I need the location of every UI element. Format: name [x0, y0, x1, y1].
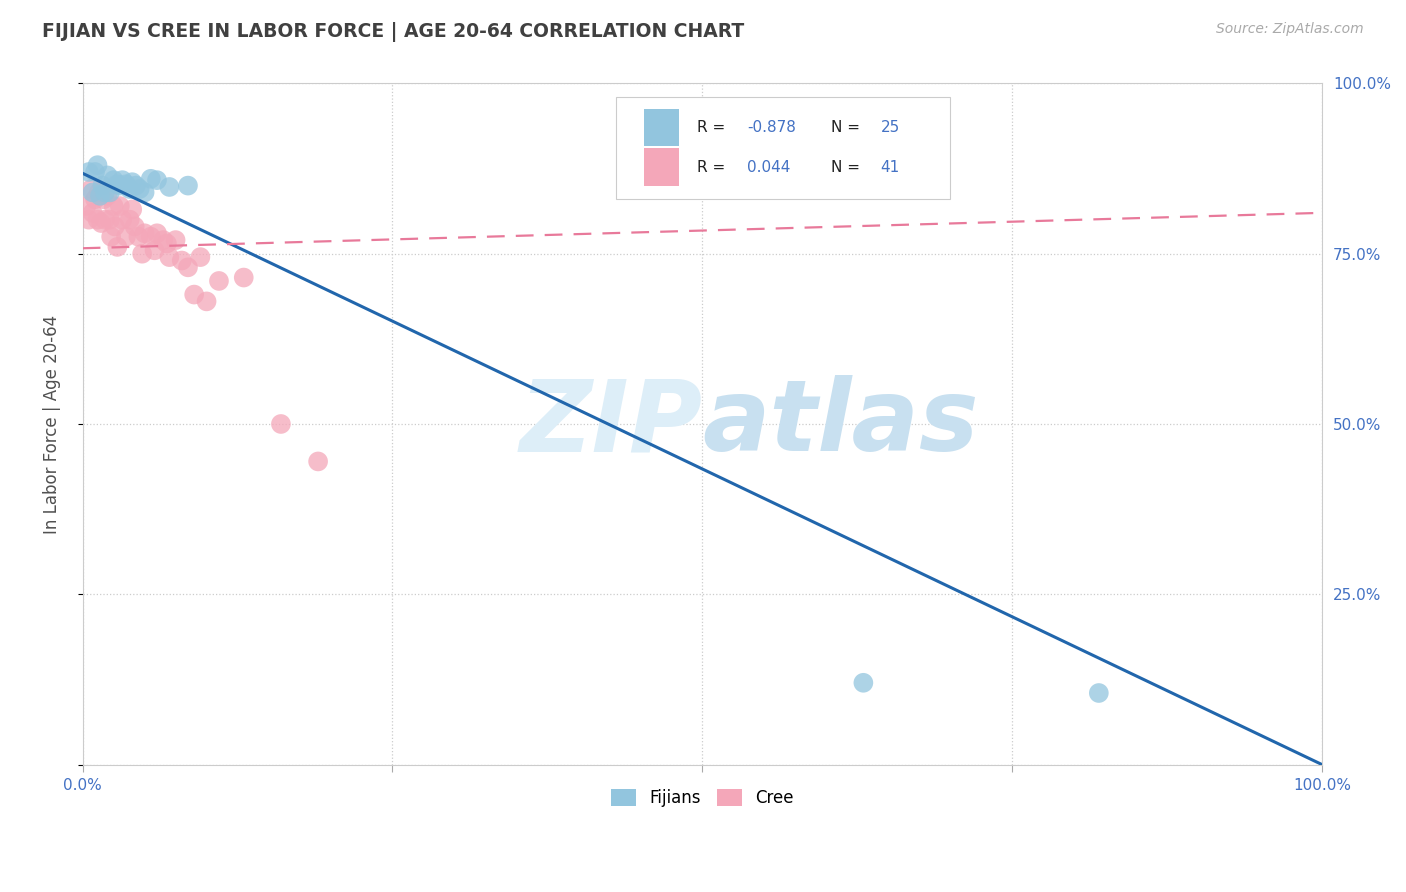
Bar — [644, 109, 679, 146]
Point — [105, 178, 128, 192]
Point — [111, 212, 134, 227]
Point — [195, 294, 218, 309]
Text: N =: N = — [831, 160, 865, 175]
Point — [170, 253, 193, 268]
Point — [98, 212, 121, 227]
Point — [134, 186, 156, 200]
Point — [143, 244, 166, 258]
Text: 41: 41 — [880, 160, 900, 175]
FancyBboxPatch shape — [616, 97, 950, 199]
Text: FIJIAN VS CREE IN LABOR FORCE | AGE 20-64 CORRELATION CHART: FIJIAN VS CREE IN LABOR FORCE | AGE 20-6… — [42, 22, 744, 42]
Point — [121, 175, 143, 189]
Point — [111, 173, 134, 187]
Point — [100, 229, 122, 244]
Point — [115, 178, 138, 192]
Point — [152, 233, 174, 247]
Point — [157, 180, 180, 194]
Point — [103, 199, 125, 213]
Point — [80, 182, 103, 196]
Point — [190, 250, 212, 264]
Point — [77, 212, 100, 227]
Point — [146, 227, 169, 241]
Text: R =: R = — [697, 160, 731, 175]
Point — [165, 233, 187, 247]
Point — [208, 274, 231, 288]
Point — [104, 219, 127, 234]
Point — [127, 229, 149, 244]
Point — [87, 186, 110, 200]
Point — [84, 165, 107, 179]
Point — [146, 173, 169, 187]
Point — [156, 236, 179, 251]
Point — [94, 212, 117, 227]
Point — [108, 178, 131, 193]
Point — [232, 270, 254, 285]
Text: 0.044: 0.044 — [747, 160, 790, 175]
Point — [139, 171, 162, 186]
Text: -0.878: -0.878 — [747, 120, 796, 136]
Point — [105, 240, 128, 254]
Point — [96, 189, 118, 203]
Text: 25: 25 — [880, 120, 900, 136]
Point — [128, 182, 150, 196]
Point — [134, 227, 156, 241]
Point — [82, 206, 104, 220]
Legend: Fijians, Cree: Fijians, Cree — [605, 782, 800, 814]
Point — [118, 212, 141, 227]
Text: atlas: atlas — [702, 376, 979, 473]
Point — [96, 169, 118, 183]
Point — [77, 165, 100, 179]
Point — [131, 246, 153, 260]
Point — [124, 219, 146, 234]
Text: R =: R = — [697, 120, 731, 136]
Point — [183, 287, 205, 301]
Point — [121, 202, 143, 217]
Point — [270, 417, 292, 431]
Text: N =: N = — [831, 120, 865, 136]
Bar — [644, 148, 679, 186]
Point — [91, 178, 114, 193]
Point — [125, 178, 148, 193]
Point — [93, 192, 115, 206]
Point — [84, 192, 107, 206]
Point — [86, 158, 108, 172]
Text: Source: ZipAtlas.com: Source: ZipAtlas.com — [1216, 22, 1364, 37]
Point — [108, 199, 131, 213]
Point — [157, 250, 180, 264]
Text: ZIP: ZIP — [519, 376, 702, 473]
Point — [90, 216, 112, 230]
Point — [103, 173, 125, 187]
Point — [94, 186, 117, 200]
Point — [98, 186, 121, 200]
Point — [118, 182, 141, 196]
Point — [852, 675, 875, 690]
Point — [82, 186, 104, 200]
Y-axis label: In Labor Force | Age 20-64: In Labor Force | Age 20-64 — [44, 314, 60, 533]
Point — [115, 229, 138, 244]
Point — [75, 199, 97, 213]
Point — [139, 229, 162, 244]
Point — [177, 178, 200, 193]
Point — [307, 454, 329, 468]
Point — [177, 260, 200, 275]
Point — [89, 189, 111, 203]
Point — [1088, 686, 1111, 700]
Point — [86, 212, 108, 227]
